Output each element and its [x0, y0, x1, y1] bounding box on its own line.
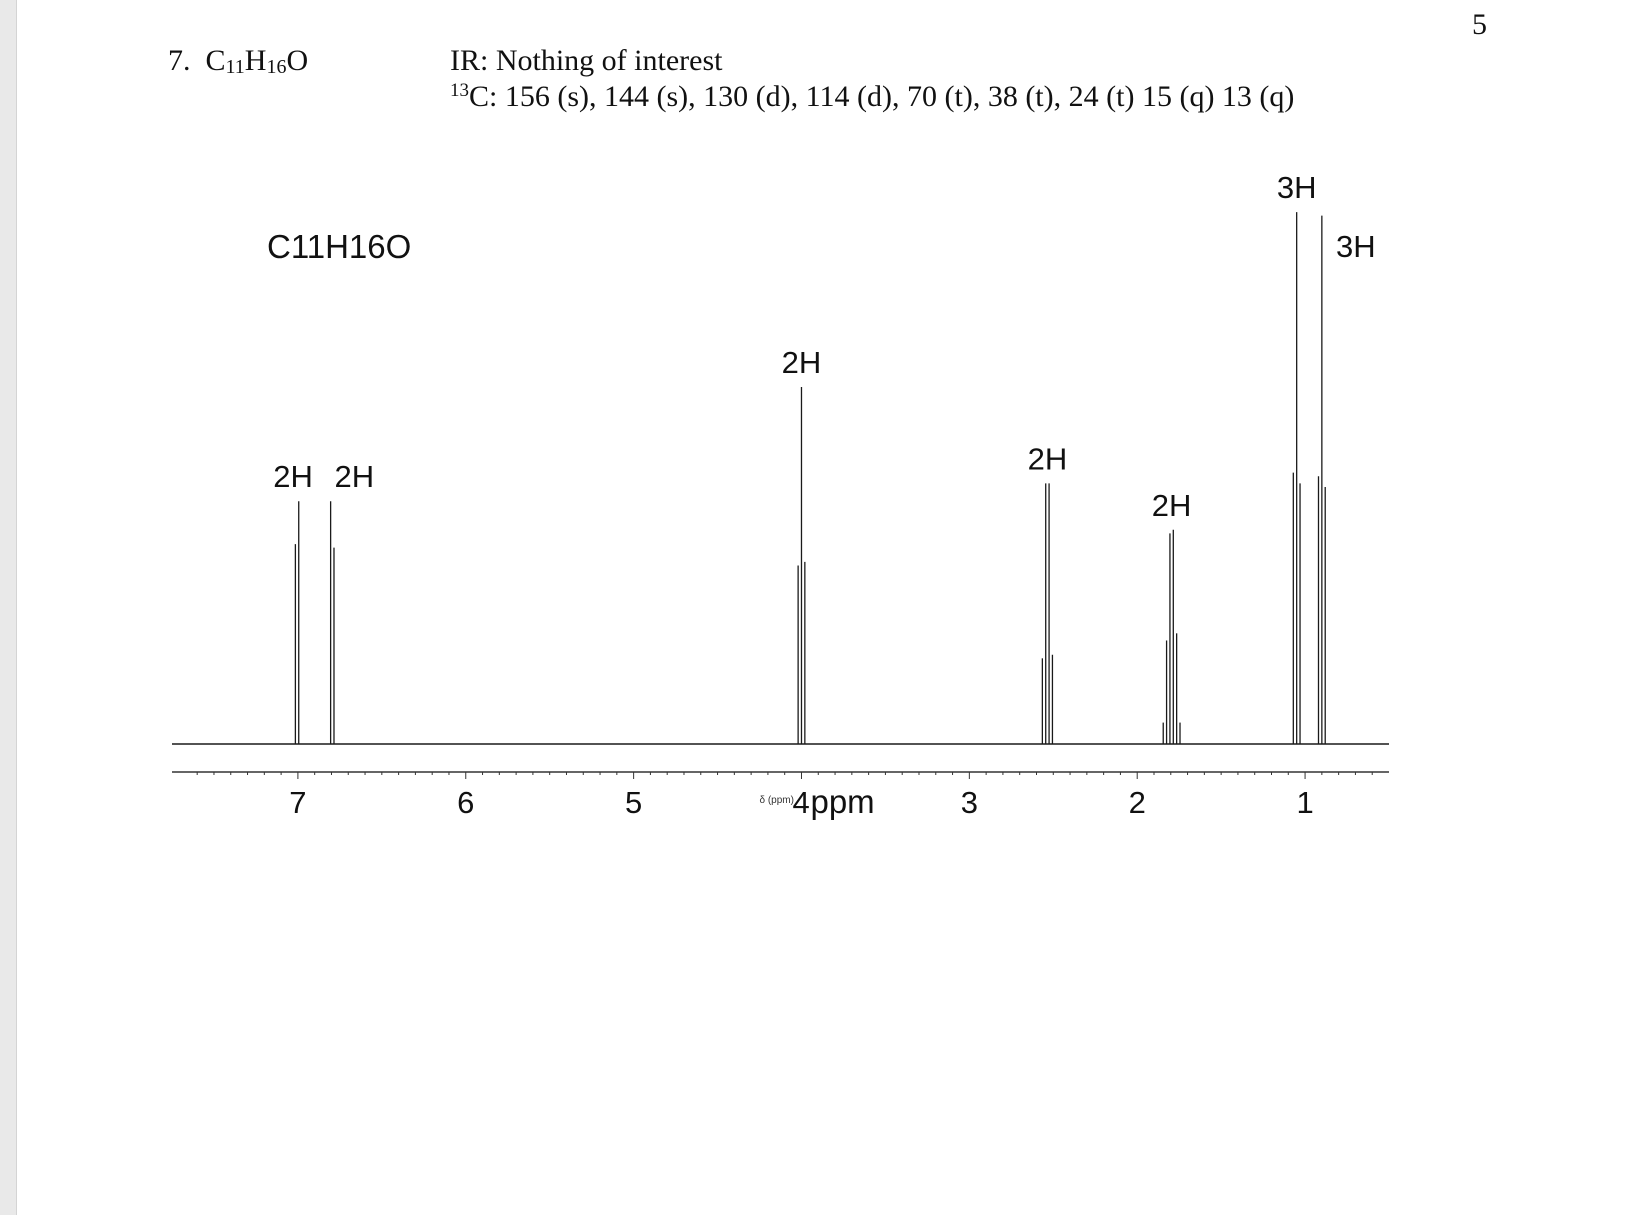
- c13-isotope: 13: [450, 80, 469, 101]
- page-number: 5: [1472, 8, 1487, 41]
- integration-labels: 2H 2H 2H 2H 2H 3H 3H: [273, 170, 1375, 523]
- integration-label: 2H: [273, 459, 313, 494]
- integration-label: 2H: [1152, 488, 1192, 523]
- ir-data: IR: Nothing of interest: [450, 44, 723, 77]
- x-tick-label: 5: [625, 785, 642, 820]
- integration-label: 2H: [1028, 441, 1068, 476]
- integration-label: 2H: [334, 459, 374, 494]
- formula-part: H: [244, 44, 267, 77]
- document-page: 5 7. C11H16O IR: Nothing of interest 13C…: [16, 0, 1631, 1215]
- x-tick-label: 4: [792, 785, 809, 820]
- nmr-spectrum: C11H16O 2H 2H 2H 2H 2H 3H 3H 7 6 5 3 2 1 4 δ (ppm) p…: [172, 170, 1389, 820]
- formula-part: O: [286, 44, 309, 77]
- x-axis-small-label: δ (ppm): [759, 795, 793, 806]
- problem-number: 7.: [168, 44, 191, 77]
- x-axis-label: ppm: [810, 783, 874, 820]
- chart-title: C11H16O: [267, 228, 411, 265]
- molecular-formula: C11H16O: [205, 44, 309, 78]
- c13-data: 13C: 156 (s), 144 (s), 130 (d), 114 (d),…: [450, 80, 1294, 114]
- integration-label: 3H: [1277, 170, 1317, 205]
- peaks-layer: [294, 212, 1326, 744]
- integration-label: 2H: [782, 345, 822, 380]
- formula-part: C: [205, 44, 226, 77]
- x-tick-label: 2: [1129, 785, 1146, 820]
- formula-part: 16: [266, 56, 287, 78]
- x-tick-label: 7: [289, 785, 306, 820]
- c13-shifts: C: 156 (s), 144 (s), 130 (d), 114 (d), 7…: [469, 80, 1295, 113]
- x-axis-ticks: 7 6 5 3 2 1 4: [196, 772, 1373, 820]
- x-tick-label: 3: [961, 785, 978, 820]
- formula-part: 11: [225, 56, 245, 78]
- problem-heading: 7. C11H16O: [168, 44, 308, 79]
- integration-label: 3H: [1336, 229, 1376, 264]
- x-tick-label: 1: [1296, 785, 1313, 820]
- x-tick-label: 6: [457, 785, 474, 820]
